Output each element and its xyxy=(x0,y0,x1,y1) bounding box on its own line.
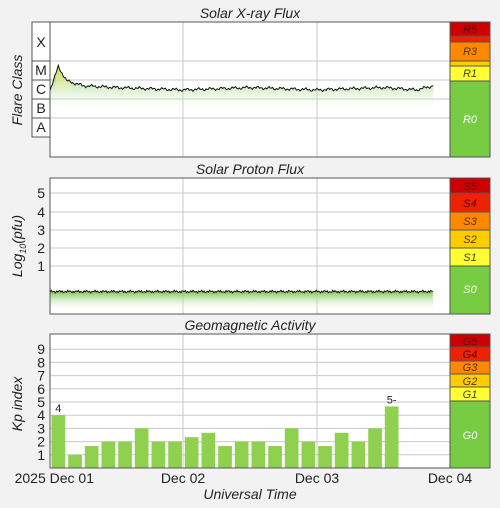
geomag-ylabel: Kp index xyxy=(9,376,25,431)
kp-bar xyxy=(168,441,182,468)
s-scale-s3-label: S3 xyxy=(463,216,477,228)
xray-ylabel: Flare Class xyxy=(9,55,25,126)
kp-tick: 8 xyxy=(37,354,45,370)
proton-flux-area xyxy=(49,289,434,310)
proton-panel: 5 4 3 2 1 Log10(pfu) S5 S4 S3 S2 S1 S0 xyxy=(9,177,491,315)
kp-bar xyxy=(84,446,99,468)
r-scale-r3-label: R3 xyxy=(463,46,478,58)
kp-bar xyxy=(268,446,282,468)
x-tick-dec04: Dec 04 xyxy=(428,470,473,486)
s-scale-s4-label: S4 xyxy=(463,198,476,210)
g-scale-g5-label: G5 xyxy=(463,336,479,348)
kp-grid xyxy=(50,348,450,456)
kp-bar xyxy=(318,446,332,468)
kp-bar xyxy=(68,454,82,468)
x-tick-dec03: Dec 03 xyxy=(295,470,340,486)
r-scale-r0 xyxy=(449,80,491,158)
xray-flux-area xyxy=(49,63,434,112)
g-scale-g1-label: G1 xyxy=(463,389,478,401)
geomag-title: Geomagnetic Activity xyxy=(185,317,317,333)
class-label-x: X xyxy=(36,34,46,50)
kp-tick: 9 xyxy=(37,341,45,357)
xray-fill xyxy=(50,65,434,112)
g-scale-g4-label: G4 xyxy=(463,349,478,361)
xray-title: Solar X-ray Flux xyxy=(200,5,301,21)
xray-class-axis: X M C B A xyxy=(31,21,51,138)
proton-flux-line xyxy=(49,289,434,294)
x-tick-dec01: 2025 Dec 01 xyxy=(15,470,95,486)
g-scale-g0-label: G0 xyxy=(463,430,479,442)
r-scale-r1-label: R1 xyxy=(463,68,477,80)
kp-bar xyxy=(351,441,366,468)
g-scale-g0 xyxy=(449,400,491,469)
proton-radiation-scale: S5 S4 S3 S2 S1 S0 xyxy=(449,177,491,315)
proton-ylabel-rest: (pfu) xyxy=(9,215,25,244)
kp-bar xyxy=(334,432,349,468)
kp-tick: 5 xyxy=(37,394,45,410)
g-scale-g2-label: G2 xyxy=(463,376,478,388)
kp-bar xyxy=(51,415,66,468)
s-scale-s2-label: S2 xyxy=(463,234,476,246)
kp-bar xyxy=(184,437,199,468)
r-scale-r4 xyxy=(449,35,491,43)
s-scale-s0-label: S0 xyxy=(463,284,477,296)
proton-tick-3: 3 xyxy=(37,222,45,238)
proton-tick-2: 2 xyxy=(37,240,45,256)
kp-tick: 2 xyxy=(37,434,45,450)
x-axis-label: Universal Time xyxy=(203,486,296,502)
kp-bar-label: 4 xyxy=(55,403,61,415)
xray-radio-scale: R5 R3 R1 R0 xyxy=(449,21,491,158)
xray-flux-line xyxy=(49,63,434,93)
kp-tick: 4 xyxy=(37,407,45,423)
kp-bar xyxy=(218,446,232,468)
kp-bar xyxy=(118,441,132,468)
kp-tick: 6 xyxy=(37,381,45,397)
s-scale-s0 xyxy=(449,265,491,315)
kp-tick: 1 xyxy=(37,447,45,463)
kp-tick: 3 xyxy=(37,420,45,436)
kp-bar xyxy=(201,432,216,468)
proton-tick-1: 1 xyxy=(37,258,45,274)
s-scale-s5-label: S5 xyxy=(463,181,477,193)
s-scale-s1-label: S1 xyxy=(463,252,476,264)
kp-bar xyxy=(251,441,266,468)
g-scale-g3-label: G3 xyxy=(463,362,479,374)
r-scale-r5-label: R5 xyxy=(463,24,478,36)
class-label-c: C xyxy=(36,81,46,97)
proton-tick-4: 4 xyxy=(37,204,45,220)
r-scale-r2 xyxy=(449,60,491,67)
kp-bar xyxy=(101,441,116,468)
kp-tick: 7 xyxy=(37,368,45,384)
x-tick-dec02: Dec 02 xyxy=(161,470,206,486)
kp-bar xyxy=(368,428,382,468)
proton-tick-5: 5 xyxy=(37,185,45,201)
kp-bar-label: 5- xyxy=(387,394,397,406)
class-label-a: A xyxy=(36,119,46,135)
kp-bar xyxy=(301,441,316,468)
kp-bar xyxy=(384,406,399,468)
kp-bar xyxy=(134,428,149,468)
xray-flare-fill xyxy=(56,65,72,99)
x-axis: 2025 Dec 01 Dec 02 Dec 03 Dec 04 Univers… xyxy=(15,470,473,502)
geomag-storm-scale: G5 G4 G3 G2 G1 G0 xyxy=(449,333,491,469)
geomag-plot-area xyxy=(50,334,450,468)
proton-ylabel-base: Log xyxy=(9,254,25,278)
kp-bar xyxy=(151,441,166,468)
proton-fill xyxy=(50,290,434,310)
proton-title: Solar Proton Flux xyxy=(196,161,305,177)
kp-bar xyxy=(284,428,299,468)
proton-ylabel-sub: 10 xyxy=(18,244,28,254)
kp-bars: 4 5- xyxy=(51,394,399,468)
xray-panel: X M C B A Flare Class R5 R3 R1 R0 xyxy=(9,21,491,158)
class-label-b: B xyxy=(36,100,45,116)
r-scale-r0-label: R0 xyxy=(463,114,478,126)
class-label-m: M xyxy=(35,62,47,78)
kp-bar xyxy=(234,441,249,468)
proton-ylabel: Log10(pfu) xyxy=(9,215,28,277)
class-box-a xyxy=(31,117,51,138)
